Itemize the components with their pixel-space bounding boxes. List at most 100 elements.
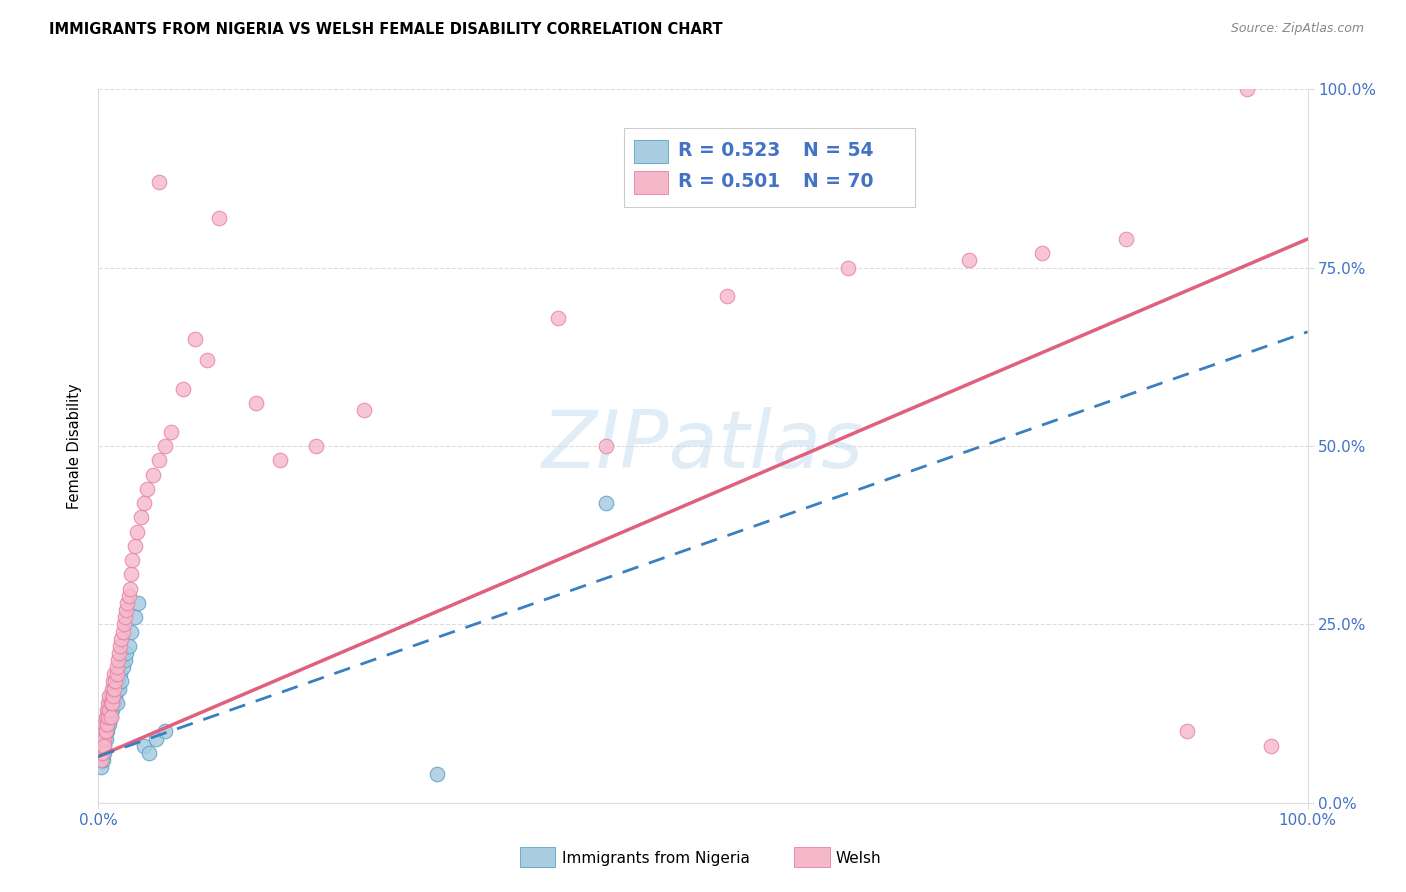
Point [121, 553, 143, 567]
Point [97, 717, 120, 731]
Point [110, 674, 132, 689]
Text: ZIPatlas: ZIPatlas [541, 407, 865, 485]
Point [107, 674, 129, 689]
Point [111, 660, 134, 674]
Point [91, 746, 114, 760]
Point [1175, 724, 1198, 739]
Point [98, 703, 121, 717]
Point [595, 439, 617, 453]
Point [245, 396, 267, 410]
Point [98, 689, 121, 703]
Point [101, 689, 124, 703]
Point [1031, 246, 1053, 260]
Point [127, 524, 149, 539]
Point [100, 689, 122, 703]
Point [91, 739, 114, 753]
Point [595, 496, 617, 510]
Point [148, 453, 170, 467]
Point [118, 589, 141, 603]
Point [96, 717, 118, 731]
Point [98, 696, 121, 710]
Point [118, 582, 141, 596]
Point [353, 403, 375, 417]
Point [98, 710, 121, 724]
Point [100, 696, 122, 710]
Point [104, 674, 127, 689]
FancyBboxPatch shape [624, 128, 915, 207]
Point [105, 667, 128, 681]
Point [135, 482, 157, 496]
Point [96, 724, 118, 739]
Point [172, 382, 194, 396]
Text: N = 70: N = 70 [803, 172, 875, 192]
Point [716, 289, 738, 303]
Point [91, 746, 114, 760]
Point [105, 696, 128, 710]
Text: R = 0.523: R = 0.523 [678, 141, 780, 160]
Point [93, 717, 115, 731]
Point [100, 703, 122, 717]
Point [100, 710, 122, 724]
Point [120, 624, 142, 639]
Point [145, 731, 167, 746]
Point [96, 717, 118, 731]
Point [94, 724, 117, 739]
Point [98, 717, 121, 731]
Y-axis label: Female Disability: Female Disability [67, 384, 83, 508]
Point [115, 646, 138, 660]
Point [94, 731, 117, 746]
Point [104, 689, 127, 703]
Point [1115, 232, 1137, 246]
Point [103, 667, 125, 681]
Point [89, 746, 111, 760]
Point [100, 710, 122, 724]
Point [93, 731, 115, 746]
Point [108, 639, 131, 653]
Text: N = 54: N = 54 [803, 141, 875, 160]
Point [97, 696, 120, 710]
Point [134, 496, 156, 510]
Point [114, 653, 136, 667]
Point [124, 610, 146, 624]
Point [184, 332, 207, 346]
Point [93, 731, 115, 746]
Point [108, 667, 131, 681]
Point [91, 739, 114, 753]
Point [105, 681, 128, 696]
Point [93, 739, 115, 753]
Point [110, 632, 132, 646]
FancyBboxPatch shape [634, 140, 668, 162]
Point [90, 753, 112, 767]
Point [957, 253, 980, 268]
Point [91, 731, 114, 746]
Point [837, 260, 859, 275]
Point [93, 739, 115, 753]
Point [108, 646, 131, 660]
Point [111, 624, 134, 639]
Text: IMMIGRANTS FROM NIGERIA VS WELSH FEMALE DISABILITY CORRELATION CHART: IMMIGRANTS FROM NIGERIA VS WELSH FEMALE … [49, 22, 723, 37]
Point [426, 767, 449, 781]
Point [120, 567, 142, 582]
Point [208, 211, 231, 225]
Point [153, 439, 176, 453]
Point [101, 689, 124, 703]
Point [269, 453, 291, 467]
Point [138, 746, 160, 760]
Point [160, 425, 183, 439]
Point [107, 653, 129, 667]
Point [105, 660, 128, 674]
Point [1260, 739, 1282, 753]
Point [91, 739, 114, 753]
Point [96, 710, 118, 724]
Point [112, 617, 135, 632]
Point [91, 724, 114, 739]
Point [1236, 82, 1258, 96]
Point [115, 603, 138, 617]
Point [108, 681, 131, 696]
Text: Source: ZipAtlas.com: Source: ZipAtlas.com [1230, 22, 1364, 36]
Text: Welsh: Welsh [835, 851, 880, 865]
Point [89, 753, 111, 767]
Point [100, 696, 122, 710]
Point [97, 703, 120, 717]
Point [101, 696, 124, 710]
